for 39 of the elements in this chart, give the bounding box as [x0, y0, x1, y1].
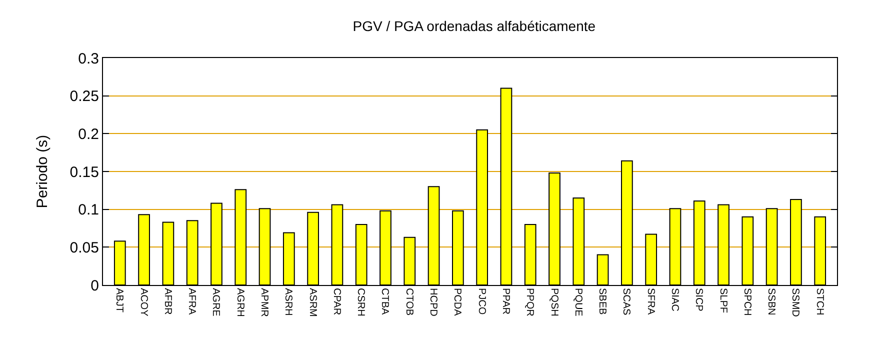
- x-tick-label: ABJT: [114, 288, 125, 312]
- x-tick-label: SIAC: [668, 288, 680, 312]
- y-tick-label: 0: [90, 277, 99, 294]
- y-tick-label: 0.1: [78, 202, 99, 219]
- chart-title: PGV / PGA ordenadas alfabéticamente: [352, 18, 596, 34]
- x-tick-label: SSMD: [790, 288, 801, 317]
- x-tick-label: PPAR: [500, 288, 511, 314]
- x-tick-label: CTOB: [403, 288, 414, 316]
- x-tick-label: CPAR: [330, 288, 342, 316]
- x-tick-label: HCPD: [428, 288, 439, 316]
- x-tick-label: AFRA: [186, 288, 198, 315]
- y-tick-label: 0.3: [78, 50, 99, 68]
- y-tick-label: 0.05: [70, 239, 99, 256]
- x-tick-label: AGRH: [234, 288, 246, 317]
- x-tick-label: ASRH: [282, 288, 294, 316]
- y-tick-label: 0.2: [78, 126, 99, 143]
- x-tick-label: SICP: [693, 288, 704, 312]
- x-tick-label: SBEB: [596, 288, 608, 316]
- x-tick-label: PJCO: [476, 288, 487, 315]
- x-tick-label: AGRE: [210, 288, 222, 317]
- x-tick-label: CTBA: [379, 288, 390, 315]
- x-tick-label: SLPF: [717, 288, 728, 314]
- x-tick-label: PQUE: [572, 288, 584, 317]
- x-tick-label: SFRA: [644, 288, 656, 315]
- x-tick-label: STCH: [814, 288, 825, 316]
- y-axis-title: Periodo (s): [34, 134, 52, 208]
- x-tick-label: SCAS: [620, 288, 632, 316]
- x-tick-label: AFBR: [162, 288, 173, 315]
- x-tick-label: CSRH: [355, 288, 366, 316]
- x-tick-label: ACOY: [138, 288, 149, 317]
- x-tick-label: SPCH: [741, 288, 752, 316]
- x-tick-label: ASRM: [306, 288, 318, 317]
- x-tick-label: SSBN: [766, 288, 777, 316]
- x-tick-label: PCDA: [452, 288, 463, 316]
- x-tick-label: PQSH: [548, 288, 560, 316]
- y-tick-label: 0.25: [70, 88, 99, 106]
- x-tick-label: APMR: [258, 288, 270, 317]
- x-tick-label: PPQR: [524, 288, 536, 316]
- y-tick-label: 0.15: [70, 164, 99, 181]
